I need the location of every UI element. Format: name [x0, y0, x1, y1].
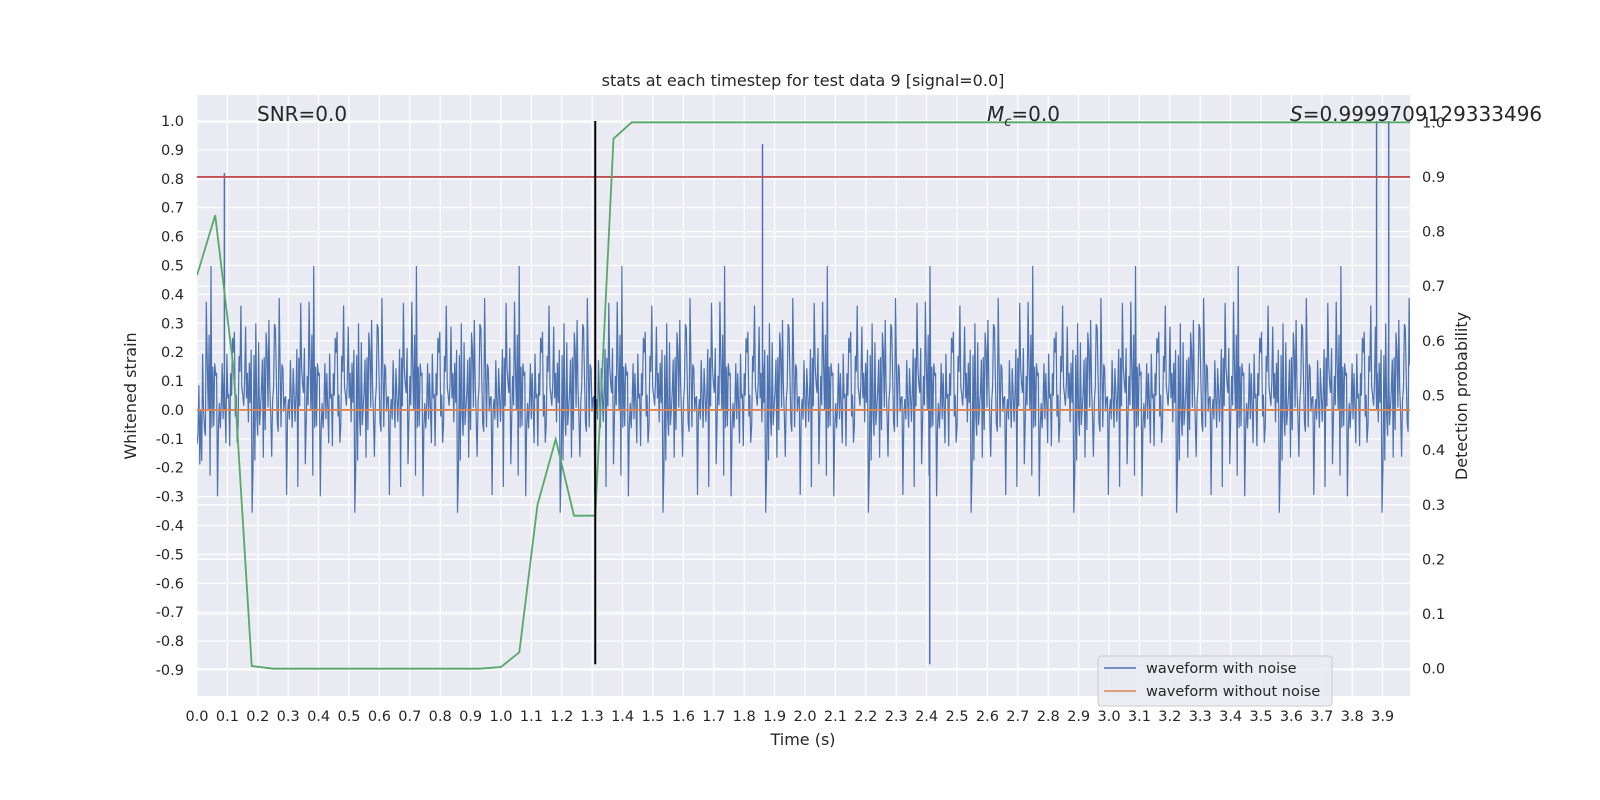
x-axis-label: Time (s) — [769, 730, 835, 749]
x-tick-label: 0.0 — [185, 709, 208, 725]
x-tick-label: 0.8 — [429, 709, 452, 725]
y-tick-label: 0.2 — [161, 345, 184, 361]
x-tick-label: 1.2 — [550, 709, 573, 725]
x-tick-label: 2.3 — [885, 709, 908, 725]
x-tick-label: 3.1 — [1128, 709, 1151, 725]
x-tick-label: 1.6 — [672, 709, 695, 725]
snr-annotation: SNR=0.0 — [257, 102, 347, 126]
x-tick-label: 2.5 — [945, 709, 968, 725]
x-tick-label: 2.1 — [824, 709, 847, 725]
x-tick-label: 1.1 — [520, 709, 543, 725]
y2-axis-ticks: 1.0 0.9 0.8 0.7 0.6 0.5 0.4 0.3 0.2 0.1 0.0 — [1422, 115, 1445, 677]
y-tick-label: 0.8 — [161, 172, 184, 188]
y-axis-ticks: 1.0 0.9 0.8 0.7 0.6 0.5 0.4 0.3 0.2 0.1 0.0 -0.1 -0.… — [156, 114, 184, 679]
x-tick-label: 1.5 — [641, 709, 664, 725]
y-tick-label: -0.7 — [156, 605, 184, 621]
x-tick-label: 0.9 — [459, 709, 482, 725]
score-value: =0.9999709129333496 — [1303, 102, 1542, 126]
y2-tick-label: 0.3 — [1422, 498, 1445, 514]
y-tick-label: -0.4 — [156, 519, 184, 535]
y-tick-label: 0.5 — [161, 258, 184, 274]
x-tick-label: 3.9 — [1371, 709, 1394, 725]
x-tick-label: 3.4 — [1219, 709, 1242, 725]
series-layer — [197, 121, 1410, 670]
x-tick-label: 3.3 — [1189, 709, 1212, 725]
x-tick-label: 0.5 — [337, 709, 360, 725]
x-tick-label: 1.0 — [489, 709, 512, 725]
x-tick-label: 0.3 — [277, 709, 300, 725]
legend-entry-noise: waveform with noise — [1146, 661, 1297, 677]
y-tick-label: 0.9 — [161, 143, 184, 159]
x-tick-label: 1.8 — [733, 709, 756, 725]
x-tick-label: 2.8 — [1037, 709, 1060, 725]
y2-tick-label: 0.4 — [1422, 443, 1445, 459]
x-tick-label: 0.2 — [246, 709, 269, 725]
y2-tick-label: 0.1 — [1422, 607, 1445, 623]
score-annotation: S=0.9999709129333496 — [1290, 102, 1542, 126]
y2-tick-label: 0.0 — [1422, 662, 1445, 678]
legend: waveform with noise waveform without noi… — [1097, 655, 1333, 707]
y-tick-label: -0.5 — [156, 547, 184, 563]
x-tick-label: 1.4 — [611, 709, 634, 725]
y2-tick-label: 0.2 — [1422, 552, 1445, 568]
legend-frame — [1097, 655, 1333, 707]
y-tick-label: -0.6 — [156, 576, 184, 592]
y-tick-label: -0.3 — [156, 490, 184, 506]
chirp-mass-subscript: c — [1004, 115, 1011, 130]
y-tick-label: 1.0 — [161, 114, 184, 130]
y-axis-label: Whitened strain — [121, 332, 140, 459]
x-tick-label: 1.7 — [702, 709, 725, 725]
chart-title: stats at each timestep for test data 9 [… — [602, 71, 1005, 90]
x-tick-label: 2.6 — [976, 709, 999, 725]
y-tick-label: -0.8 — [156, 634, 184, 650]
x-tick-label: 3.5 — [1250, 709, 1273, 725]
x-tick-label: 2.7 — [1006, 709, 1029, 725]
x-tick-label: 0.6 — [368, 709, 391, 725]
y-tick-label: 0.6 — [161, 230, 184, 246]
x-tick-label: 0.4 — [307, 709, 330, 725]
y2-tick-label: 0.8 — [1422, 225, 1445, 241]
x-tick-label: 3.2 — [1158, 709, 1181, 725]
chirp-mass-value: =0.0 — [1011, 102, 1060, 126]
x-tick-label: 2.0 — [793, 709, 816, 725]
x-tick-label: 3.7 — [1310, 709, 1333, 725]
y-tick-label: -0.1 — [156, 432, 184, 448]
chirp-mass-annotation: Mc=0.0 — [987, 102, 1060, 130]
y-tick-label: -0.2 — [156, 461, 184, 477]
y2-axis-label: Detection probability — [1452, 312, 1471, 480]
x-axis-ticks: 0.0 0.1 0.2 0.3 0.4 0.5 0.6 0.7 0.8 0.9 1.0 1.1 1.2 1… — [185, 709, 1394, 725]
x-tick-label: 2.2 — [854, 709, 877, 725]
y-tick-label: 0.3 — [161, 316, 184, 332]
detection-probability-line — [197, 121, 1410, 670]
y2-tick-label: 1.0 — [1422, 115, 1445, 131]
x-tick-label: 1.9 — [763, 709, 786, 725]
y-tick-label: 0.0 — [161, 403, 184, 419]
y-tick-label: 0.7 — [161, 201, 184, 217]
y2-tick-label: 0.6 — [1422, 334, 1445, 350]
y-tick-label: 0.1 — [161, 374, 184, 390]
legend-entry-clean: waveform without noise — [1146, 684, 1320, 700]
y-tick-label: 0.4 — [161, 287, 184, 303]
score-symbol: S — [1290, 102, 1303, 126]
x-tick-label: 3.0 — [1097, 709, 1120, 725]
x-tick-label: 1.3 — [581, 709, 604, 725]
x-tick-label: 0.1 — [216, 709, 239, 725]
y2-tick-label: 0.7 — [1422, 279, 1445, 295]
waveform-with-noise-line — [197, 265, 1410, 513]
y-tick-label: -0.9 — [156, 663, 184, 679]
y2-tick-label: 0.9 — [1422, 170, 1445, 186]
x-tick-label: 3.8 — [1341, 709, 1364, 725]
x-tick-label: 3.6 — [1280, 709, 1303, 725]
y2-tick-label: 0.5 — [1422, 389, 1445, 405]
x-tick-label: 0.7 — [398, 709, 421, 725]
x-tick-label: 2.4 — [915, 709, 938, 725]
chirp-mass-symbol: M — [987, 102, 1004, 126]
x-tick-label: 2.9 — [1067, 709, 1090, 725]
